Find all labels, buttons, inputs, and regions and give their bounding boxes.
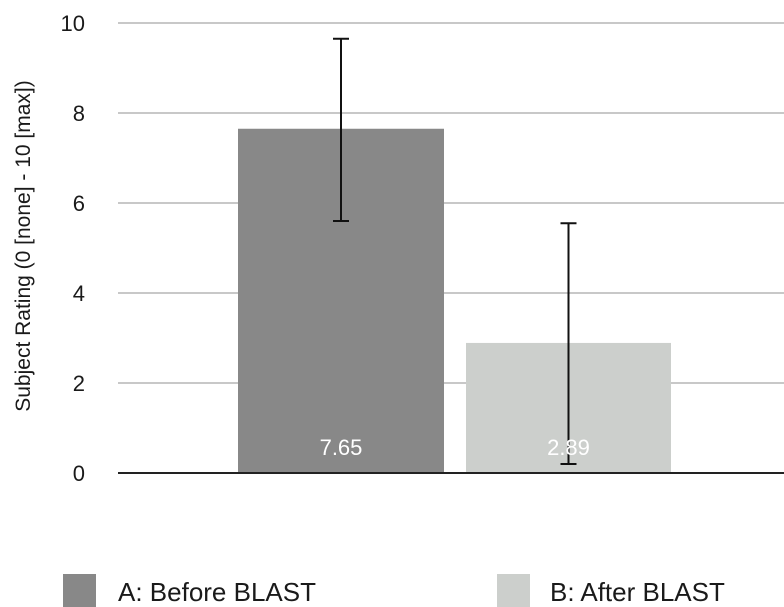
y-axis-title: Subject Rating (0 [none] - 10 [max]) [12, 80, 35, 412]
gridlines [118, 22, 784, 384]
bars [238, 128, 671, 473]
legend-label-1: B: After BLAST [550, 577, 725, 607]
y-tick-label-10: 10 [61, 11, 85, 36]
error-bars [333, 37, 577, 465]
legend: A: Before BLAST B: After BLAST [63, 574, 725, 607]
y-tick-label-2: 2 [73, 371, 85, 396]
y-tick-label-0: 0 [73, 461, 85, 486]
legend-label-0: A: Before BLAST [118, 577, 316, 607]
data-labels: 7.65 2.89 [320, 435, 590, 460]
y-tick-label-6: 6 [73, 191, 85, 216]
data-label-1: 2.89 [547, 435, 590, 460]
legend-swatch-0 [63, 574, 96, 607]
y-tick-labels: 0 2 4 6 8 10 [61, 11, 85, 486]
legend-swatch-1 [497, 574, 530, 607]
y-tick-label-8: 8 [73, 101, 85, 126]
y-tick-label-4: 4 [73, 281, 85, 306]
data-label-0: 7.65 [320, 435, 363, 460]
